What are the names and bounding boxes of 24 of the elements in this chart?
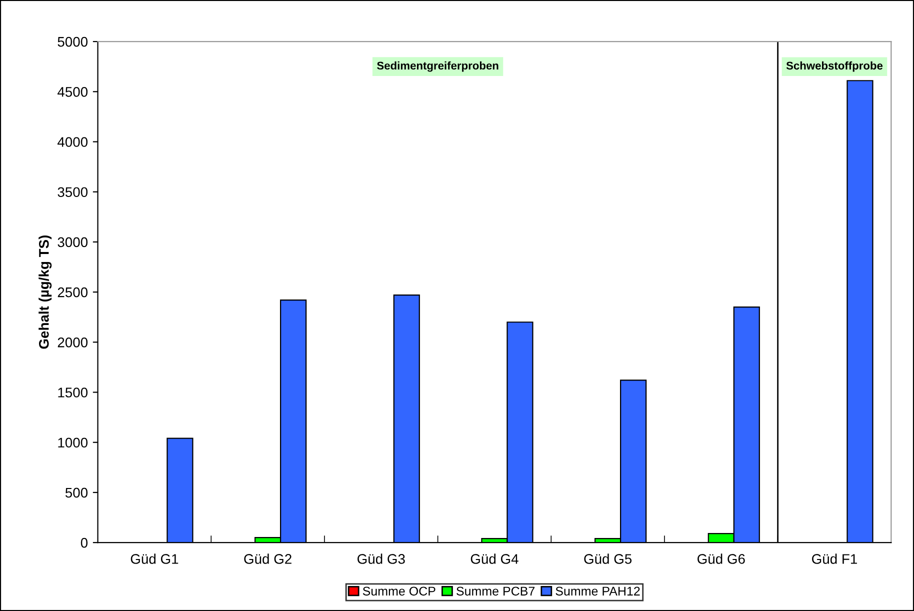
x-tick-label: Güd G6 [698, 554, 745, 564]
y-tick-label: 500 [65, 488, 88, 498]
legend-label: Summe PAH12 [556, 586, 640, 596]
x-tick-label: Güd G1 [130, 554, 178, 564]
y-tick-label: 1500 [58, 388, 88, 398]
y-tick-label: 2000 [58, 337, 88, 348]
y-tick-label: 2500 [58, 287, 88, 298]
legend-label: Summe OCP [362, 586, 436, 596]
y-tick-label: 1000 [58, 438, 88, 448]
x-tick-label: Güd F1 [812, 554, 857, 564]
legend-label: Summe PCB7 [456, 586, 535, 596]
y-tick-label: 3000 [58, 237, 88, 248]
x-tick-label: Güd G4 [470, 554, 518, 564]
x-tick-label: Güd G2 [244, 554, 292, 564]
y-tick-label: 4000 [58, 137, 88, 147]
annotation: Schwebstoffprobe [786, 61, 883, 72]
y-tick-label: 4500 [58, 86, 88, 97]
x-tick-label: Güd G3 [358, 554, 405, 564]
y-axis-title: Gehalt (µg/kg TS) [38, 236, 52, 349]
y-tick-label: 5000 [58, 36, 88, 47]
x-tick-label: Güd G5 [584, 554, 632, 564]
annotation: Sedimentgreiferproben [377, 61, 498, 72]
y-tick-label: 0 [80, 538, 88, 548]
y-tick-label: 3500 [58, 187, 88, 198]
